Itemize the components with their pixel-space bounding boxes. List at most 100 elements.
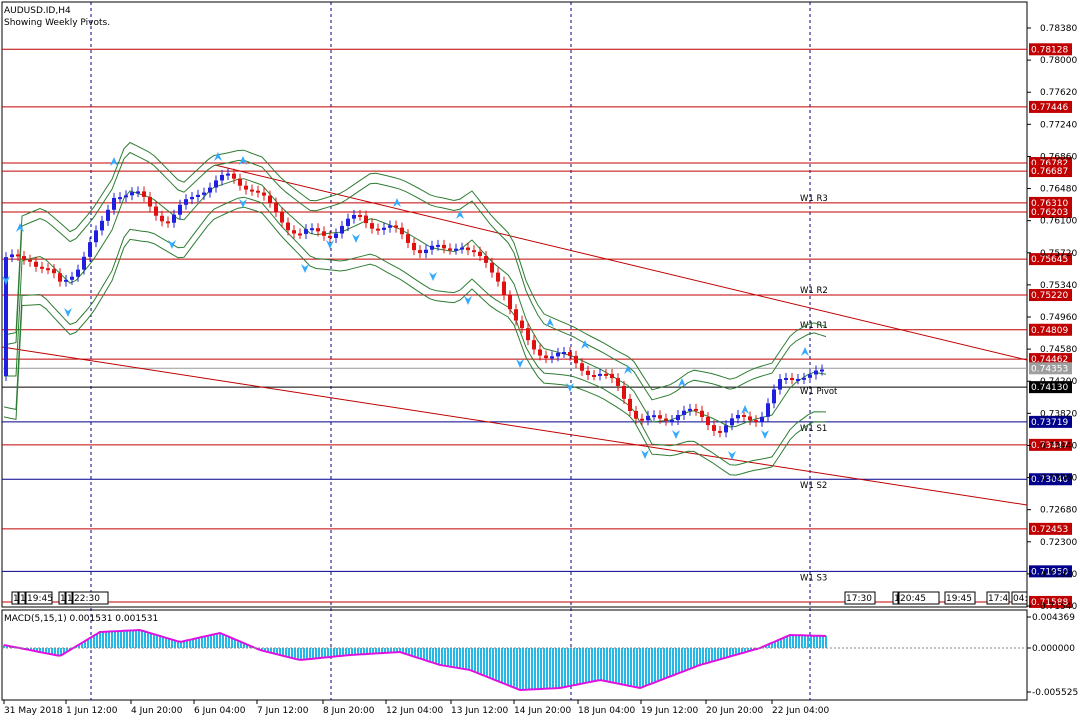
level-price-text: 0.75645 — [1031, 255, 1068, 265]
bear-candle — [490, 262, 494, 273]
bull-candle — [178, 204, 182, 215]
bear-candle — [580, 363, 584, 371]
time-tick-label: 18 Jun 04:00 — [578, 706, 635, 716]
band-line-4 — [3, 206, 826, 476]
price-tick-label: 0.77240 — [1040, 120, 1077, 130]
band-line-2 — [4, 178, 827, 428]
fractal-up-icon — [214, 152, 222, 161]
fractal-up-icon — [741, 405, 749, 414]
fractal-up-icon — [678, 378, 686, 387]
bear-candle — [358, 215, 362, 218]
level-name: W1 S3 — [800, 573, 827, 583]
bull-candle — [646, 415, 650, 421]
level-price-text: 0.74809 — [1031, 326, 1068, 336]
fractal-down-icon — [761, 430, 769, 439]
current-price-tag — [1029, 362, 1072, 375]
bear-candle — [232, 173, 236, 179]
price-tick-label: 0.76100 — [1040, 217, 1077, 227]
price-axis: 0.78380 0.78000 0.77620 0.77240 0.76860 0.764… — [1027, 24, 1078, 698]
level-price-tag — [1029, 415, 1072, 428]
pivot-note: Showing Weekly Pivots. — [4, 18, 110, 28]
level-price-tag — [1029, 165, 1072, 178]
bull-candle — [10, 254, 14, 258]
period-strip[interactable]: 1 1 19:45 1 1 22:30 17:30 1 20:45 19:45 17:4 04: — [11, 591, 1028, 605]
level-price-text: 0.74130 — [1031, 383, 1068, 393]
fractal-down-icon — [64, 308, 72, 317]
bull-candle — [106, 209, 110, 221]
level-price-text: 0.76203 — [1031, 208, 1068, 218]
bull-candle — [562, 352, 566, 355]
macd-tick-label: 0.000000 — [1032, 644, 1075, 654]
bear-candle — [400, 227, 404, 235]
fractal-up-icon — [110, 157, 118, 166]
bear-candle — [706, 416, 710, 426]
bear-candle — [718, 430, 722, 433]
bear-candle — [58, 273, 62, 282]
bear-candle — [610, 373, 614, 379]
bull-candle — [136, 191, 140, 194]
price-tick-label: 0.74200 — [1040, 377, 1077, 387]
price-tick-label: 0.75720 — [1040, 249, 1077, 259]
strip-box — [844, 591, 876, 605]
fractal-down-icon — [516, 359, 524, 368]
bear-candle — [52, 269, 56, 274]
strip-text: 04: — [1013, 594, 1027, 604]
bear-candle — [244, 185, 248, 190]
time-tick-label: 7 Jun 12:00 — [257, 706, 309, 716]
bear-candle — [22, 256, 26, 260]
strip-box — [25, 591, 53, 605]
bull-candle — [130, 192, 134, 196]
price-tick-label: 0.75340 — [1040, 281, 1077, 291]
bull-candle — [172, 214, 176, 223]
band-line-1 — [3, 151, 827, 401]
bear-candle — [586, 370, 590, 375]
fractal-down-icon — [2, 276, 10, 285]
bull-candle — [310, 228, 314, 231]
bull-candle — [820, 369, 824, 372]
bull-candle — [346, 218, 350, 226]
level-price-text: 0.73040 — [1031, 475, 1068, 485]
level-price-tag — [1029, 522, 1072, 535]
bear-candle — [592, 374, 596, 377]
strip-box — [898, 591, 940, 605]
price-tick-label: 0.76480 — [1040, 185, 1077, 195]
bear-candle — [754, 420, 758, 423]
level-price-text: 0.74462 — [1031, 355, 1068, 365]
main-panel — [1, 1, 1028, 608]
price-tick-label: 0.76860 — [1040, 152, 1077, 162]
macd-tick-label: 0.004369 — [1032, 613, 1075, 623]
strip-box — [892, 591, 899, 605]
price-tick-label: 0.74580 — [1040, 345, 1077, 355]
bear-candle — [274, 202, 278, 213]
bull-candle — [220, 174, 224, 181]
fractal-down-icon — [352, 234, 360, 243]
bull-candle — [88, 242, 92, 257]
strip-box — [72, 591, 109, 605]
bear-candle — [508, 295, 512, 310]
price-tick-label: 0.72680 — [1040, 506, 1077, 516]
level-price-tag — [1029, 381, 1072, 394]
fractal-up-icon — [239, 156, 247, 165]
bull-candle — [778, 379, 782, 390]
level-price-tag — [1029, 565, 1072, 578]
fractal-up-icon — [624, 365, 632, 374]
bull-candle — [334, 233, 338, 238]
fractal-down-icon — [728, 451, 736, 460]
bull-candle — [430, 245, 434, 250]
bull-candle — [82, 256, 86, 270]
bear-candle — [154, 206, 158, 216]
bull-candle — [736, 414, 740, 419]
fractal-down-icon — [168, 240, 176, 249]
bear-candle — [364, 215, 368, 224]
bull-candle — [94, 230, 98, 243]
fractal-down-icon — [566, 383, 574, 392]
level-price-text: 0.71588 — [1031, 598, 1068, 608]
bear-candle — [478, 251, 482, 257]
strip-text: 1 — [60, 594, 66, 604]
fractal-down-icon — [301, 264, 309, 273]
price-tick-label: 0.71920 — [1040, 570, 1077, 580]
bull-candle — [682, 410, 686, 416]
bear-candle — [418, 250, 422, 254]
time-tick-label: 6 Jun 04:00 — [194, 706, 246, 716]
